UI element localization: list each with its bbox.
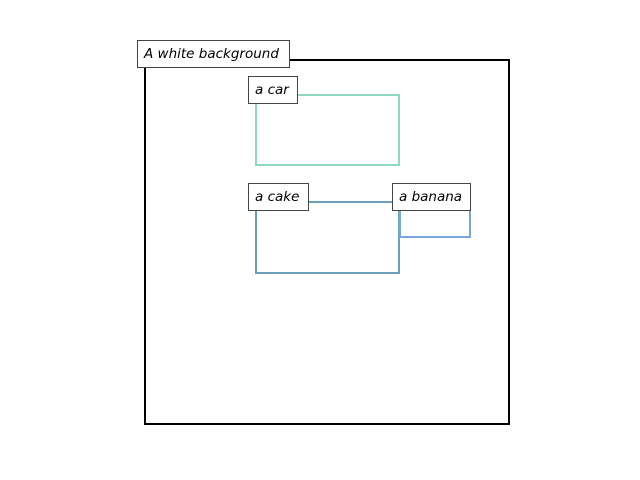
cake-region-box — [255, 201, 400, 274]
car-region-box — [255, 94, 400, 166]
car-label: a car — [248, 76, 298, 104]
canvas-frame — [144, 59, 510, 425]
banana-label: a banana — [392, 183, 471, 211]
background-label: A white background — [137, 40, 290, 68]
cake-label: a cake — [248, 183, 309, 211]
